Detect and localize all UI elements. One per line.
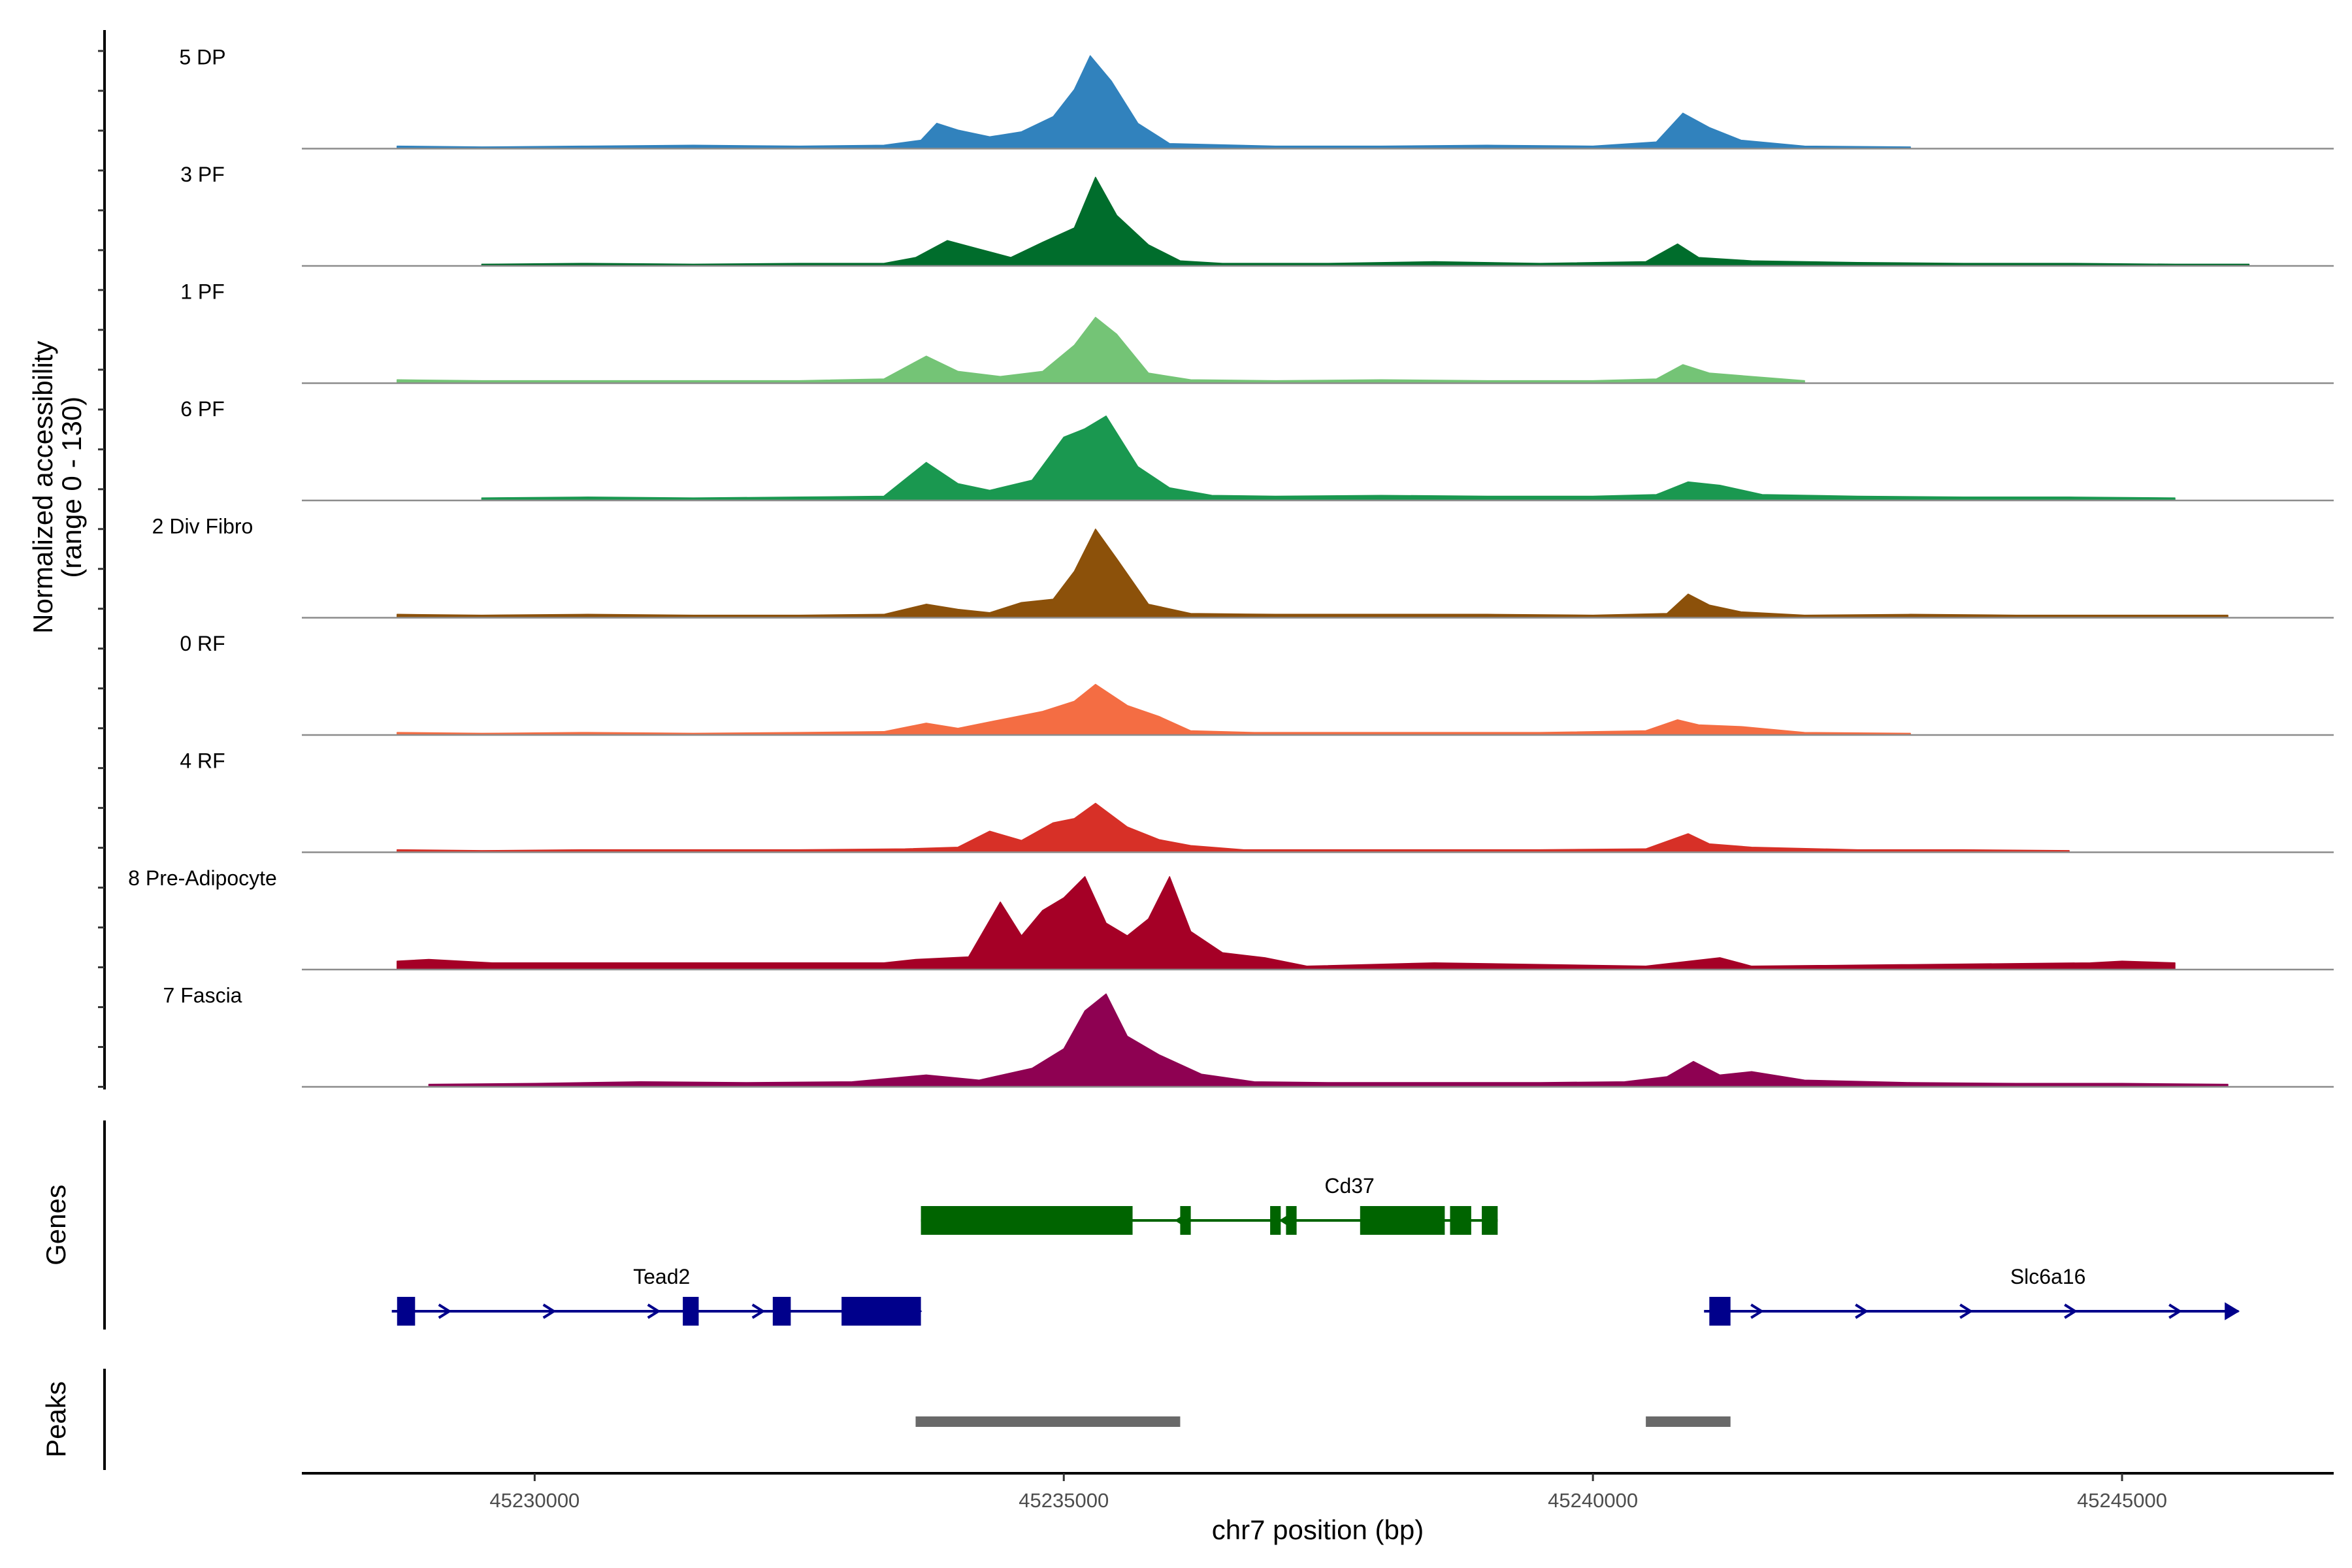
peak-region [1646, 1416, 1731, 1427]
x-tick-label: 45230000 [489, 1489, 580, 1512]
strand-arrow [1959, 1303, 1973, 1319]
gene-exon [1286, 1206, 1297, 1235]
coverage-area [428, 993, 2229, 1088]
coverage-area [397, 683, 1911, 736]
gene-model: Slc6a16 [1704, 1265, 2240, 1326]
peak-region [915, 1416, 1181, 1427]
x-tick-label: 45235000 [1019, 1489, 1109, 1512]
coverage-track: 4 RF [180, 749, 2334, 853]
peaks-panel [103, 1369, 1731, 1470]
gene-model: Cd37 [921, 1174, 1498, 1235]
track-label: 3 PF [180, 163, 225, 186]
strand-arrow [1750, 1303, 1764, 1319]
coverage-area [481, 176, 2250, 267]
coverage-area [397, 55, 1911, 150]
coverage-area [481, 416, 2176, 501]
gene-model: Tead2 [391, 1265, 923, 1326]
gene-exon [1270, 1206, 1281, 1235]
track-label: 1 PF [180, 280, 225, 303]
track-label: 6 PF [180, 397, 225, 421]
y-axis-title-line: (range 0 - 130) [56, 397, 87, 578]
gene-exon [683, 1297, 699, 1326]
track-label: 5 DP [179, 45, 225, 69]
gene-exon [1482, 1206, 1498, 1235]
coverage-area [397, 316, 1805, 384]
strand-arrow [542, 1303, 557, 1319]
strand-arrow [438, 1303, 452, 1319]
gene-label: Cd37 [1324, 1174, 1375, 1198]
gene-label: Slc6a16 [2010, 1265, 2086, 1288]
gene-exon [772, 1297, 791, 1326]
gene-exon [921, 1206, 1133, 1235]
coverage-track: 3 PF [180, 163, 2334, 267]
coverage-track: 6 PF [180, 397, 2334, 502]
gene-exon [1360, 1206, 1445, 1235]
x-tick-label: 45240000 [1548, 1489, 1638, 1512]
coverage-track: 5 DP [179, 45, 2334, 150]
strand-arrow [2064, 1303, 2078, 1319]
coverage-track: 2 Div Fibro [152, 514, 2334, 619]
peaks-panel-title: Peaks [41, 1381, 71, 1458]
strand-arrow [751, 1303, 766, 1319]
gene-label: Tead2 [633, 1265, 690, 1288]
track-label: 0 RF [180, 632, 225, 655]
strand-arrow [2168, 1303, 2182, 1319]
track-label: 8 Pre-Adipocyte [128, 866, 277, 890]
y-axis-title: Normalized accessibility(range 0 - 130) [27, 341, 87, 634]
track-label: 2 Div Fibro [152, 514, 253, 538]
coverage-track: 7 Fascia [163, 983, 2334, 1088]
coverage-area [397, 802, 2070, 853]
gene-exon [1709, 1297, 1731, 1326]
strand-arrow [647, 1303, 661, 1319]
gene-exon [1180, 1206, 1191, 1235]
gene-exon [397, 1297, 416, 1326]
strand-arrow [1855, 1303, 1869, 1319]
coverage-area [397, 529, 2229, 619]
genes-panel: Cd37 Tead2 Slc6a16 [103, 1120, 2240, 1330]
coverage-track: 8 Pre-Adipocyte [128, 866, 2334, 971]
coverage-panel: 5 DP 3 PF 1 PF 6 PF 2 Div Fibro 0 RF 4 RF 8 Pre… [98, 30, 2334, 1090]
strand-arrow-end [2225, 1302, 2240, 1320]
x-axis-title: chr7 position (bp) [1212, 1514, 1424, 1545]
track-label: 7 Fascia [163, 983, 242, 1007]
gene-exon [841, 1297, 921, 1326]
coverage-track: 0 RF [180, 632, 2334, 736]
genes-panel-title: Genes [41, 1184, 71, 1266]
y-axis-title-line: Normalized accessibility [27, 341, 58, 634]
gene-exon [1450, 1206, 1471, 1235]
coverage-area [397, 876, 2176, 970]
x-axis: 45230000 45235000 45240000 45245000 [302, 1472, 2334, 1512]
track-label: 4 RF [180, 749, 225, 772]
coverage-track: 1 PF [180, 280, 2334, 384]
x-tick-label: 45245000 [2077, 1489, 2167, 1512]
